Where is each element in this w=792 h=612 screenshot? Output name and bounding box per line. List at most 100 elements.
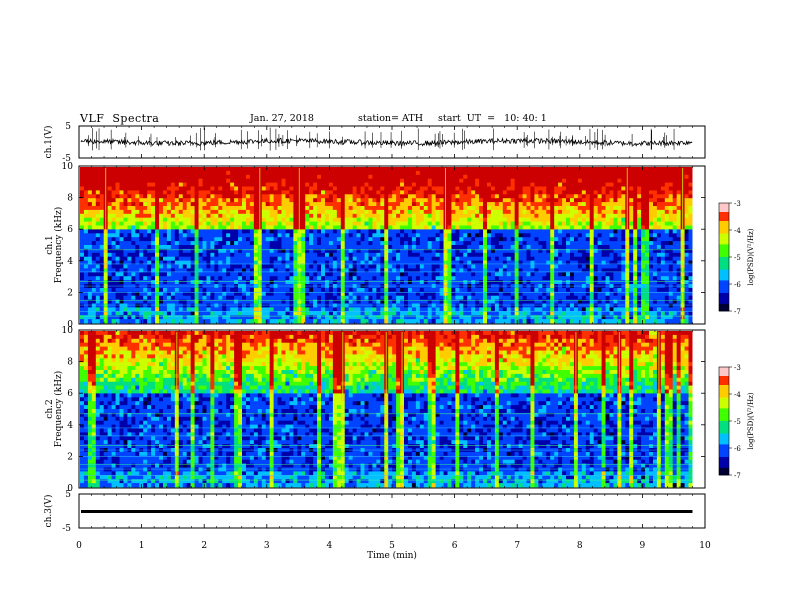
spectrogram-cell xyxy=(569,217,575,222)
spectrogram-cell xyxy=(206,299,211,304)
spectrogram-cell xyxy=(194,280,199,285)
spectrogram-cell xyxy=(289,221,294,226)
spectrogram-cell xyxy=(143,217,148,222)
spectrogram-cell xyxy=(364,182,369,187)
spectrogram-cell xyxy=(159,268,164,273)
spectrogram-cell xyxy=(554,190,559,195)
spectrogram-cell xyxy=(423,291,429,297)
spectrogram-cell xyxy=(317,225,322,230)
spectrogram-cell xyxy=(119,221,124,226)
spectrogram-cell xyxy=(471,237,476,242)
spectrogram-cell xyxy=(514,241,520,246)
spectrogram-cell xyxy=(518,295,523,300)
spectrogram-cell xyxy=(463,245,468,250)
spectrogram-cell xyxy=(423,264,429,269)
spectrogram-cell xyxy=(194,170,199,176)
spectrogram-cell xyxy=(328,198,334,203)
spectrogram-cell xyxy=(245,225,251,230)
spectrogram-cell xyxy=(155,280,160,285)
spectrogram-cell xyxy=(226,287,231,293)
spectrogram-cell xyxy=(502,170,508,176)
spectrogram-cell xyxy=(467,229,472,234)
spectrogram-cell xyxy=(479,291,484,297)
spectrogram-cell xyxy=(115,287,120,293)
spectrogram-cell xyxy=(522,245,527,250)
spectrogram-cell xyxy=(226,225,231,230)
spectrogram-cell xyxy=(313,291,318,297)
spectrogram-cell xyxy=(245,260,251,265)
spectrogram-cell xyxy=(384,209,389,215)
spectrogram-cell xyxy=(194,303,199,308)
spectrogram-cell xyxy=(348,206,354,211)
spectrogram-cell xyxy=(372,170,377,176)
spectrogram-cell xyxy=(404,241,409,246)
spectrogram-cell xyxy=(218,225,223,230)
spectrogram-cell xyxy=(107,182,113,187)
spectrogram-cell xyxy=(459,295,464,300)
spectrogram-cell xyxy=(147,311,152,316)
spectrogram-cell xyxy=(222,209,227,215)
spectrogram-cell xyxy=(80,213,85,219)
spectrogram-cell xyxy=(459,233,464,238)
spectrogram-cell xyxy=(190,198,195,203)
spectrogram-cell xyxy=(328,315,334,320)
spectrogram-cell xyxy=(498,287,504,293)
spectrogram-cell xyxy=(534,221,539,226)
spectrogram-cell xyxy=(546,209,551,215)
spectrogram-cell xyxy=(352,315,357,320)
spectrogram-cell xyxy=(451,248,456,254)
spectrogram-cell xyxy=(344,291,350,297)
spectrogram-cell xyxy=(360,206,365,211)
spectrogram-cell xyxy=(119,229,124,234)
spectrogram-cell xyxy=(317,186,322,191)
spectrogram-cell xyxy=(107,272,113,277)
spectrogram-cell xyxy=(234,213,239,219)
spectrogram-cell xyxy=(206,182,211,187)
spectrogram-cell xyxy=(151,315,156,320)
spectrogram-cell xyxy=(313,299,318,304)
spectrogram-cell xyxy=(494,287,500,293)
spectrogram-cell xyxy=(546,276,551,281)
spectrogram-cell xyxy=(289,198,294,203)
spectrogram-cell xyxy=(332,233,338,238)
spectrogram-cell xyxy=(210,174,215,180)
spectrogram-cell xyxy=(305,233,310,238)
spectrogram-cell xyxy=(530,319,535,324)
spectrogram-cell xyxy=(498,319,504,324)
spectrogram-cell xyxy=(423,206,429,211)
spectrogram-cell xyxy=(534,233,539,238)
spectrogram-cell xyxy=(368,319,373,324)
spectrogram-cell xyxy=(186,315,192,320)
spectrogram-cell xyxy=(245,170,251,176)
spectrogram-cell xyxy=(368,276,373,281)
spectrogram-cell xyxy=(155,245,160,250)
spectrogram-cell xyxy=(265,209,271,215)
spectrogram-cell xyxy=(356,268,361,273)
spectrogram-cell xyxy=(439,217,444,222)
spectrogram-cell xyxy=(309,280,314,285)
spectrogram-cell xyxy=(265,315,271,320)
spectrogram-cell xyxy=(455,190,460,195)
spectrogram-cell xyxy=(190,272,195,277)
spectrogram-cell xyxy=(293,272,298,277)
spectrogram-cell xyxy=(483,217,488,222)
spectrogram-cell xyxy=(324,307,330,312)
spectrogram-cell xyxy=(562,229,567,234)
spectrogram-cell xyxy=(360,237,365,242)
spectrogram-cell xyxy=(562,198,567,203)
spectrogram-cell xyxy=(479,174,484,180)
spectrogram-cell xyxy=(368,256,373,261)
spectrogram-cell xyxy=(83,213,89,219)
spectrogram-cell xyxy=(277,206,282,211)
start-time-label: start UT = 10: 40: 1 xyxy=(438,113,547,124)
spectrogram-cell xyxy=(431,194,437,199)
spectrogram-cell xyxy=(324,233,330,238)
spectrogram-cell xyxy=(419,319,425,324)
spectrogram-cell xyxy=(242,315,247,320)
spectrogram-cell xyxy=(546,291,551,297)
spectrogram-cell xyxy=(91,229,97,234)
spectrogram-cell xyxy=(317,182,322,187)
spectrogram-cell xyxy=(301,182,306,187)
spectrogram-cell xyxy=(222,252,227,258)
spectrogram-cell xyxy=(526,170,531,176)
